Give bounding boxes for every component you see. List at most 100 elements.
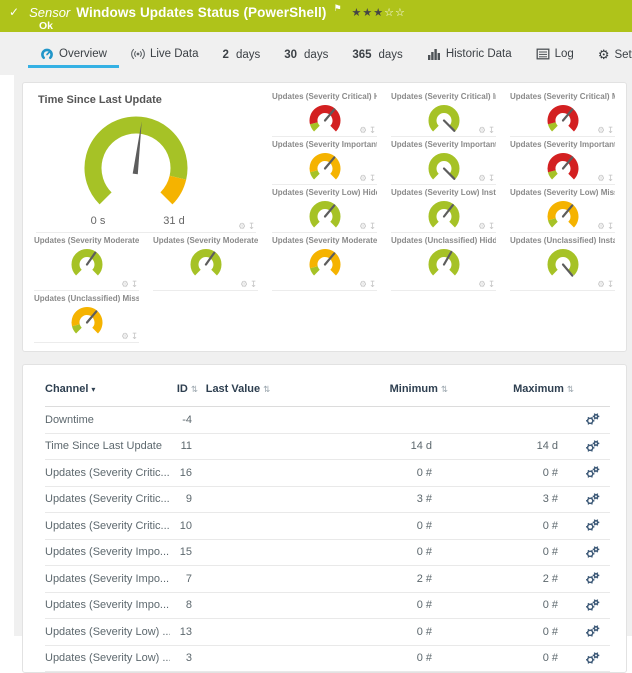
column-label: Last Value [205,383,261,395]
channel-settings-icon[interactable] [585,492,600,506]
gauge-tile: Updates (Severity Moderate) ... ⚙↧ [34,234,139,291]
gear-icon[interactable]: ⚙ [359,173,367,183]
gear-icon[interactable]: ⚙ [121,331,129,341]
star-filled-icon[interactable]: ★ [373,6,385,19]
gear-icon[interactable]: ⚙ [359,279,367,289]
pin-icon[interactable]: ↧ [368,221,376,231]
gear-icon[interactable]: ⚙ [597,221,605,231]
tab-2-days[interactable]: 2 days [211,44,273,68]
pin-icon[interactable]: ↧ [487,279,495,289]
channels-table: Channel ▾ ID ⇅ Last Value ⇅ Minimum ⇅ Maximum ⇅ D… [45,377,610,672]
cell-channel[interactable]: Updates (Severity Critic... [45,459,170,487]
column-header-id[interactable]: ID ⇅ [170,377,198,407]
gear-icon[interactable]: ⚙ [238,221,246,231]
cell-channel[interactable]: Updates (Severity Impo... [45,565,170,593]
sensor-header: ✓ Sensor Windows Updates Status (PowerSh… [0,0,632,32]
cell-last-value [198,645,278,672]
channel-settings-icon[interactable] [585,598,600,612]
gauge-tile-label: Updates (Severity Important) ... [510,140,615,149]
cell-maximum: 0 # [448,459,574,487]
gauge-tile: Updates (Severity Critical) Mi... ⚙↧ [510,90,615,137]
tab-number: 2 [222,49,229,61]
priority-stars[interactable]: ★★★☆☆ [351,6,406,19]
star-empty-icon[interactable]: ☆ [384,6,396,19]
pin-icon[interactable]: ↧ [487,173,495,183]
channel-settings-icon[interactable] [585,413,600,426]
main-gauge: 0 s 31 d [84,116,188,227]
channel-settings-icon[interactable] [585,545,600,559]
cell-actions [574,565,610,593]
pin-icon[interactable]: ↧ [606,173,614,183]
cell-channel[interactable]: Updates (Severity Critic... [45,512,170,540]
pin-icon[interactable]: ↧ [247,221,255,231]
cell-channel[interactable]: Updates (Severity Impo... [45,539,170,566]
pin-icon[interactable]: ↧ [606,125,614,135]
tab-overview[interactable]: Overview [28,42,119,68]
gear-icon[interactable]: ⚙ [478,279,486,289]
tab-historic-data[interactable]: Historic Data [415,42,524,68]
pin-icon[interactable]: ↧ [368,279,376,289]
gauge-icon [41,48,53,60]
gear-icon[interactable]: ⚙ [597,125,605,135]
gear-icon[interactable]: ⚙ [359,221,367,231]
channel-settings-icon[interactable] [585,572,600,585]
gauge-tile-label: Updates (Severity Moderate) ... [272,236,377,245]
tab-log[interactable]: Log [524,42,586,68]
cell-actions [574,512,610,540]
cell-channel[interactable]: Updates (Severity Low) ... [45,618,170,646]
column-header-minimum[interactable]: Minimum ⇅ [278,377,448,407]
tab-label: Live Data [149,48,199,60]
cell-maximum: 14 d [448,433,574,460]
cell-channel[interactable]: Updates (Severity Impo... [45,592,170,619]
pin-icon[interactable]: ↧ [130,279,138,289]
cell-id: -4 [170,406,198,434]
cell-id: 10 [170,512,198,540]
pin-icon[interactable]: ↧ [606,221,614,231]
cell-channel[interactable]: Updates (Severity Critic... [45,486,170,513]
small-gauge [547,153,578,180]
channel-settings-icon[interactable] [585,519,600,532]
flag-icon[interactable]: ⚑ [333,3,342,13]
pin-icon[interactable]: ↧ [368,125,376,135]
tab-label: Log [554,48,574,60]
channel-settings-icon[interactable] [585,651,600,665]
column-header-maximum[interactable]: Maximum ⇅ [448,377,574,407]
cell-channel[interactable]: Downtime [45,406,170,434]
channel-settings-icon[interactable] [585,625,600,638]
gear-icon[interactable]: ⚙ [478,125,486,135]
gauge-tile-label: Updates (Severity Low) Install... [391,188,496,197]
gear-icon[interactable]: ⚙ [121,279,129,289]
pin-icon[interactable]: ↧ [487,221,495,231]
pin-icon[interactable]: ↧ [487,125,495,135]
gear-icon[interactable]: ⚙ [478,221,486,231]
channel-settings-icon[interactable] [585,466,600,479]
star-filled-icon[interactable]: ★ [362,6,374,19]
gear-icon[interactable]: ⚙ [597,279,605,289]
star-filled-icon[interactable]: ★ [351,6,363,19]
gear-icon[interactable]: ⚙ [359,125,367,135]
pin-icon[interactable]: ↧ [130,331,138,341]
tab-number: 30 [284,49,298,61]
gauge-tile: Updates (Severity Important) ... ⚙↧ [510,138,615,185]
gauge-tile: Updates (Severity Moderate) ... ⚙↧ [272,234,377,291]
gear-icon[interactable]: ⚙ [597,173,605,183]
pin-icon[interactable]: ↧ [368,173,376,183]
cell-id: 7 [170,565,198,593]
star-empty-icon[interactable]: ☆ [395,6,406,19]
pin-icon[interactable]: ↧ [606,279,614,289]
channel-settings-icon[interactable] [585,439,600,453]
column-header-channel[interactable]: Channel ▾ [45,377,170,407]
pin-icon[interactable]: ↧ [249,279,257,289]
svg-text:31 d: 31 d [163,215,184,227]
cell-channel[interactable]: Updates (Severity Low) ... [45,645,170,672]
cell-channel[interactable]: Time Since Last Update [45,433,170,460]
gear-icon[interactable]: ⚙ [240,279,248,289]
cell-minimum: 0 # [278,512,448,540]
tab-30-days[interactable]: 30 days [272,44,340,68]
tab-live-data[interactable]: Live Data [119,42,211,68]
gear-icon[interactable]: ⚙ [478,173,486,183]
cell-id: 8 [170,592,198,619]
tab-365-days[interactable]: 365 days [340,44,414,68]
tab-settings[interactable]: ⚙ Settings [586,44,632,68]
column-header-last-value[interactable]: Last Value ⇅ [198,377,278,407]
